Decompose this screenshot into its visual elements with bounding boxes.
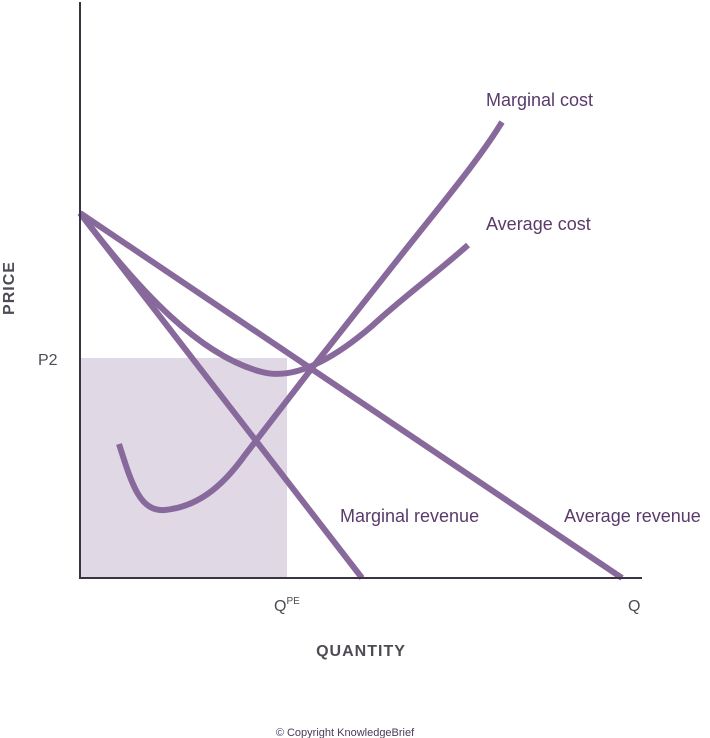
marginal-revenue-curve: [77, 211, 365, 580]
shaded-area: [80, 358, 287, 578]
x-tick-q: Q: [628, 598, 640, 615]
y-tick-p2: P2: [38, 352, 58, 369]
y-axis-title: PRICE: [1, 261, 18, 315]
x-axis-title: QUANTITY: [316, 643, 406, 660]
x-tick-qpe-base: Q: [274, 598, 286, 615]
average-cost-label: Average cost: [486, 214, 591, 234]
x-tick-qpe-sup: PE: [286, 596, 300, 607]
marginal-cost-label: Marginal cost: [486, 90, 593, 110]
average-revenue-label: Average revenue: [564, 506, 701, 526]
copyright-text: © Copyright KnowledgeBrief: [276, 727, 415, 738]
marginal-cost-curve: [116, 120, 505, 514]
average-revenue-curve: [78, 210, 624, 581]
marginal-revenue-label: Marginal revenue: [340, 506, 479, 526]
x-tick-qpe: QPE: [274, 596, 300, 615]
average-cost-curve: [77, 211, 471, 377]
